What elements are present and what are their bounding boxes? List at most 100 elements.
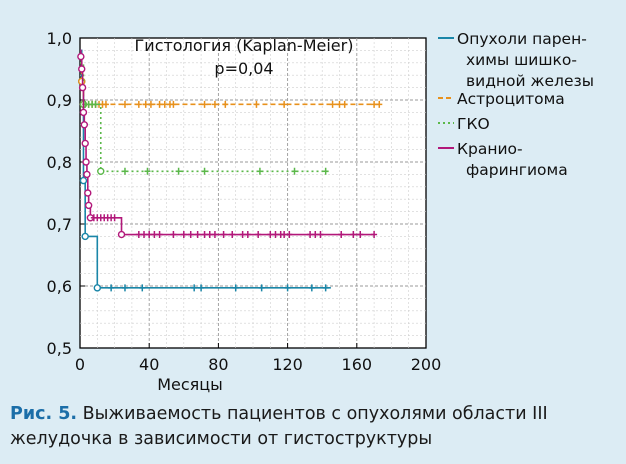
y-tick-label: 0,8	[47, 153, 72, 172]
event-marker	[78, 77, 86, 86]
censor-marker	[284, 284, 291, 292]
censor-marker	[211, 231, 218, 239]
x-tick-label: 40	[139, 355, 159, 374]
censor-marker	[151, 231, 158, 239]
censor-marker	[256, 167, 263, 175]
y-tick-labels: 0,5 0,6 0,7 0,8 0,9 1,0	[47, 29, 85, 358]
censor-marker	[156, 100, 163, 108]
event-marker	[78, 83, 87, 92]
censor-marker	[156, 231, 163, 239]
grid-lines	[80, 38, 426, 348]
legend-label: Астроцитома	[457, 90, 565, 108]
legend-label: Опухоли парен-	[457, 30, 587, 48]
censor-marker	[201, 231, 208, 239]
y-tick-label: 0,9	[47, 91, 72, 110]
censor-marker	[142, 100, 149, 108]
censor-marker	[267, 231, 274, 239]
censor-marker	[146, 231, 153, 239]
x-tick-label: 80	[208, 355, 228, 374]
y-tick-label: 0,6	[47, 277, 72, 296]
legend-label: видной железы	[466, 72, 594, 90]
legend-item-3: Кранио-фарингиома	[438, 140, 568, 179]
figure-caption: Рис. 5. Выживаемость пациентов с опухоля…	[10, 402, 620, 452]
x-tick-labels: 0 40 80 120 160 200	[75, 343, 441, 374]
censor-marker	[111, 214, 118, 222]
event-marker	[78, 65, 86, 73]
legend-label: Кранио-	[457, 140, 523, 158]
censor-marker	[201, 100, 208, 108]
censor-marker	[371, 231, 378, 239]
event-marker	[83, 170, 91, 179]
censor-marker	[194, 231, 201, 239]
censor-marker	[135, 100, 142, 108]
event-marker	[117, 230, 126, 239]
caption-text: Выживаемость пациентов с опухолями облас…	[10, 404, 548, 449]
censor-marker	[338, 231, 345, 239]
censor-marker	[239, 231, 246, 239]
legend-item-2: ГКО	[438, 115, 490, 133]
censor-marker	[308, 284, 315, 292]
chart-subtitle: p=0,04	[214, 59, 273, 78]
censor-marker	[291, 167, 298, 175]
censor-marker	[191, 284, 198, 292]
y-tick-label: 0,7	[47, 215, 72, 234]
legend: Опухоли парен-химы шишко-видной железыАс…	[438, 30, 594, 179]
censor-marker	[139, 284, 146, 292]
censor-marker	[336, 100, 343, 108]
censor-marker	[175, 167, 182, 175]
y-tick-label: 0,5	[47, 339, 72, 358]
event-marker	[79, 176, 88, 185]
censor-marker	[281, 231, 288, 239]
legend-label: фарингиома	[466, 161, 568, 179]
censor-marker	[121, 284, 128, 292]
y-tick-label: 1,0	[47, 29, 72, 48]
event-marker	[81, 232, 89, 241]
censor-marker	[312, 231, 319, 239]
censor-marker	[322, 167, 329, 175]
event-marker	[93, 284, 102, 292]
censor-marker	[232, 284, 239, 292]
censor-marker	[161, 100, 168, 108]
figure-number: Рис. 5.	[10, 404, 78, 424]
censor-marker	[147, 100, 154, 108]
censor-marker	[341, 100, 348, 108]
event-marker	[81, 139, 89, 148]
x-tick-label: 200	[411, 355, 442, 374]
censor-marker	[317, 231, 324, 239]
censor-marker	[220, 231, 227, 239]
censor-marker	[281, 100, 288, 108]
x-tick-label: 120	[272, 355, 303, 374]
series-2	[79, 62, 331, 176]
censor-marker	[121, 167, 128, 175]
censor-marker	[244, 231, 251, 239]
legend-item-0: Опухоли парен-химы шишко-видной железы	[438, 30, 594, 90]
event-marker	[97, 167, 105, 176]
chart-title: Гистология (Kaplan-Meier)	[135, 36, 354, 55]
censor-marker	[222, 100, 229, 108]
censor-marker	[170, 231, 177, 239]
censor-marker	[286, 231, 293, 239]
censor-marker	[258, 284, 265, 292]
censor-marker	[307, 231, 314, 239]
legend-item-1: Астроцитома	[438, 90, 565, 108]
censor-marker	[108, 284, 115, 292]
legend-label: ГКО	[457, 115, 490, 133]
event-marker	[79, 108, 88, 117]
legend-label: химы шишко-	[466, 51, 577, 69]
censor-marker	[329, 100, 336, 108]
x-axis-label: Месяцы	[157, 375, 223, 394]
censor-marker	[255, 231, 262, 239]
censor-marker	[229, 231, 236, 239]
censor-marker	[272, 231, 279, 239]
km-chart: 0 40 80 120 160 200 0,5 0,6 0,7 0,8 0,9 1,0 Гистол…	[47, 29, 594, 394]
censor-marker	[376, 100, 383, 108]
censor-marker	[180, 231, 187, 239]
series-3	[77, 49, 378, 239]
censor-marker	[371, 100, 378, 108]
censor-marker	[357, 231, 364, 239]
x-tick-label: 160	[342, 355, 373, 374]
event-marker	[84, 201, 93, 210]
event-marker	[82, 158, 90, 166]
censor-marker	[92, 100, 99, 108]
censor-marker	[201, 167, 208, 175]
